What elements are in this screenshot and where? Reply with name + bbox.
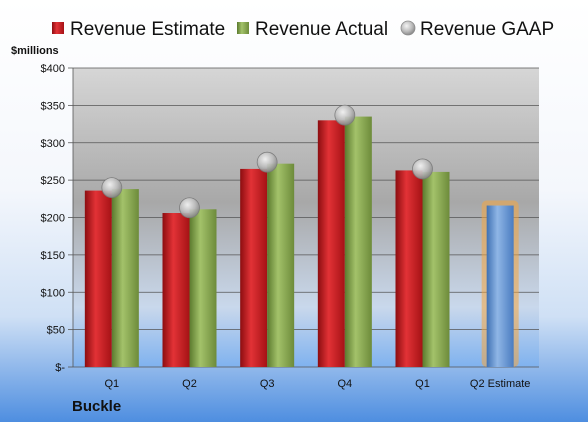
legend-swatch-estimate (52, 22, 64, 34)
x-tick-label: Q2 Estimate (470, 378, 531, 390)
marker-revenue-gaap (256, 151, 278, 173)
legend-item-gaap: Revenue GAAP (400, 19, 554, 40)
bar-revenue-actual (422, 171, 450, 367)
unit-label: $millions (11, 45, 59, 57)
y-tick-label: $250 (41, 175, 65, 187)
legend-label-gaap: Revenue GAAP (420, 19, 554, 40)
y-tick-label: $150 (41, 250, 65, 262)
marker-revenue-gaap (412, 158, 433, 180)
y-tick-label: $50 (47, 325, 65, 337)
legend: Revenue Estimate Revenue Actual Revenue … (52, 19, 554, 40)
y-tick-label: $300 (41, 138, 65, 150)
legend-swatch-gaap (400, 20, 416, 36)
legend-item-estimate: Revenue Estimate (52, 19, 225, 40)
marker-revenue-gaap (179, 197, 200, 219)
legend-swatch-actual (237, 22, 249, 34)
y-tick-label: $200 (41, 213, 65, 225)
x-tick-label: Q2 (182, 378, 197, 390)
marker-revenue-gaap (101, 177, 123, 199)
bar-revenue-estimate (317, 120, 345, 367)
marker-revenue-gaap (334, 104, 356, 126)
bar-revenue-estimate (162, 213, 190, 367)
gaap-markers (101, 104, 433, 219)
x-tick-label: Q3 (260, 378, 275, 390)
x-axis-ticks: Q1 Q2 Q3 Q4 Q1 Q2 Estimate (104, 378, 530, 390)
bar-revenue-estimate (84, 190, 112, 367)
x-tick-label: Q4 (337, 378, 352, 390)
legend-label-actual: Revenue Actual (255, 19, 388, 40)
y-tick-label: $400 (41, 63, 65, 75)
bar-revenue-actual (111, 189, 139, 367)
y-tick-label: $100 (41, 287, 65, 299)
x-tick-label: Q1 (104, 378, 119, 390)
bar-revenue-actual (267, 163, 295, 367)
y-tick-label: $- (55, 362, 65, 374)
y-tick-label: $350 (41, 100, 65, 112)
grid-lines (73, 67, 539, 368)
company-name: Buckle (72, 398, 121, 415)
legend-label-estimate: Revenue Estimate (70, 19, 225, 40)
bar-q2-estimate (486, 205, 514, 367)
bar-revenue-actual (189, 209, 217, 367)
bar-revenue-estimate (240, 168, 268, 367)
bar-revenue-estimate (395, 170, 423, 367)
legend-item-actual: Revenue Actual (237, 19, 388, 40)
bars (84, 116, 519, 368)
y-axis-ticks: $- $50 $100 $150 $200 $250 $300 $350 $400 (41, 63, 74, 374)
x-tick-label: Q1 (415, 378, 430, 390)
bar-revenue-actual (344, 116, 372, 368)
